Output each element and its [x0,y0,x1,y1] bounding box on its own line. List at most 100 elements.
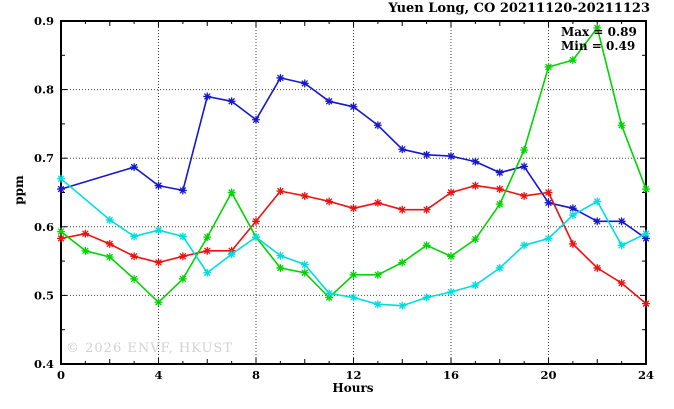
data-point-marker [227,250,236,259]
series-red-markers [56,181,651,308]
chart-title: Yuen Long, CO 20211120-20211123 [388,1,650,16]
y-tick-label: 0.4 [34,357,54,371]
data-point-marker [105,215,114,224]
data-point-marker [56,174,66,183]
max-min-annotation: Max = 0.89 Min = 0.49 [561,25,637,53]
y-tick-label: 0.7 [34,151,54,165]
data-point-marker [203,92,212,101]
data-point-marker [325,197,334,206]
data-point-marker [641,185,651,194]
data-point-marker [130,232,139,241]
data-point-marker [105,239,114,248]
y-tick-label: 0.8 [34,83,54,97]
data-point-marker [56,185,66,194]
data-point-marker [520,162,529,171]
x-tick-labels: 0 4 8 12 16 20 24 [57,368,654,382]
data-point-marker [227,97,236,106]
data-point-marker [544,234,553,243]
data-point-marker [276,73,285,82]
data-point-marker [544,188,553,197]
data-point-marker [349,204,358,213]
data-point-marker [349,270,358,279]
data-point-marker [276,187,285,196]
data-point-marker [325,97,334,106]
data-point-marker [251,217,261,226]
data-point-marker [593,217,602,226]
series-cyan-line [60,178,647,307]
grid-lines [61,21,646,364]
data-point-marker [520,145,529,155]
x-tick-label: 8 [252,368,260,382]
data-point-marker [422,150,431,159]
data-point-marker [276,251,285,260]
min-annotation: Min = 0.49 [561,39,636,53]
data-point-marker [203,233,212,242]
data-point-marker [56,234,66,243]
data-point-marker [349,293,358,302]
data-point-marker [251,115,261,124]
x-tick-label: 16 [443,368,459,382]
data-point-marker [130,252,139,261]
data-point-marker [617,279,626,288]
data-point-marker [446,152,456,161]
data-point-marker [641,234,651,243]
data-point-marker [495,200,504,209]
data-point-marker [154,258,163,267]
data-point-marker [130,163,139,172]
data-point-marker [276,263,285,273]
data-point-marker [373,270,382,279]
data-point-marker [300,79,309,88]
data-point-marker [154,298,163,307]
series-cyan-markers [56,174,651,310]
x-axis-label: Hours [332,381,374,395]
data-point-marker [568,239,577,248]
data-point-marker [641,229,651,238]
data-point-marker [446,252,456,261]
y-tick-label: 0.9 [34,14,54,28]
data-point-marker [520,191,529,200]
data-point-marker [373,198,382,207]
data-point-marker [446,287,456,297]
data-point-marker [227,188,236,197]
data-point-marker [471,281,480,290]
data-point-marker [617,241,626,250]
data-point-marker [130,274,139,283]
data-point-marker [154,226,163,235]
data-point-marker [56,227,66,236]
data-point-marker [422,241,431,250]
data-point-marker [471,181,480,190]
data-point-marker [300,191,309,200]
data-point-marker [325,289,334,298]
data-point-marker [471,157,480,166]
data-point-marker [568,211,577,220]
data-point-marker [349,102,358,111]
data-point-marker [544,198,553,207]
data-point-marker [568,204,577,213]
data-point-marker [398,205,407,214]
data-point-marker [593,23,602,32]
data-point-marker [178,252,187,261]
series-green-markers [56,23,651,307]
data-point-marker [495,168,504,177]
data-point-marker [300,260,309,269]
x-tick-label: 4 [154,368,162,382]
series-blue-markers [56,73,651,243]
data-point-marker [495,185,504,194]
data-point-marker [203,246,212,255]
data-point-marker [325,293,334,302]
data-point-marker [81,246,90,255]
y-axis-label: ppm [12,175,26,205]
data-point-marker [373,121,382,130]
data-point-marker [178,186,187,195]
x-tick-label: 0 [57,368,65,382]
data-point-marker [520,241,529,250]
data-point-marker [617,217,626,226]
data-point-marker [398,301,407,310]
y-tick-labels: 0.4 0.5 0.6 0.7 0.8 0.9 [34,14,54,371]
data-point-marker [617,121,626,130]
data-point-marker [446,188,456,197]
x-tick-label: 12 [345,368,361,382]
data-point-marker [568,56,577,65]
